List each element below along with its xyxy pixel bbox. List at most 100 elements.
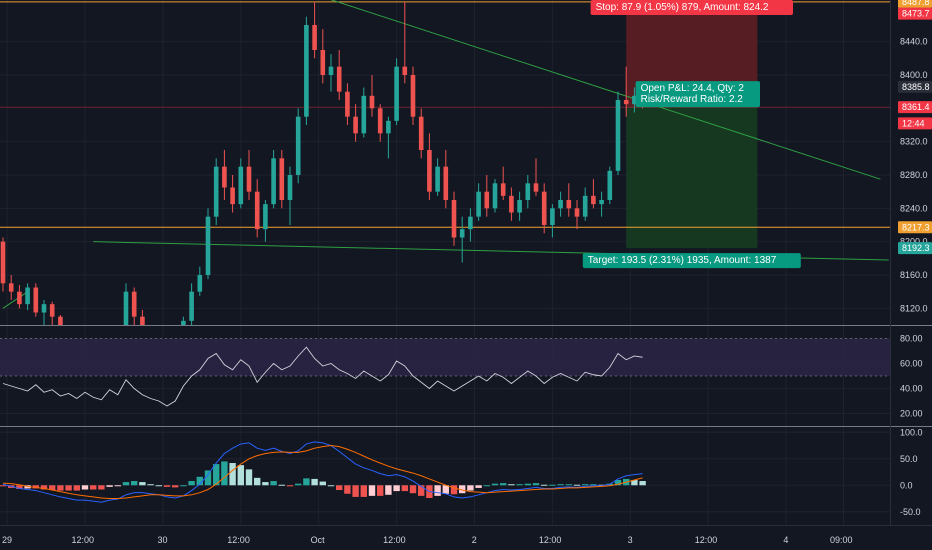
macd-histogram-bar — [57, 485, 64, 491]
macd-histogram-bar — [221, 461, 228, 486]
price-tag-label: 8385.8 — [902, 82, 930, 92]
candle-body — [623, 100, 629, 105]
candle-body — [25, 287, 30, 305]
candle-body — [402, 66, 408, 75]
macd-histogram-bar — [65, 485, 72, 491]
price-tag-bg — [898, 101, 932, 114]
candle-body — [312, 25, 317, 50]
price-tag-label: 8487.8 — [902, 0, 930, 7]
candle-body — [320, 50, 326, 75]
macd-histogram-bar — [450, 485, 458, 495]
macd-histogram-bar — [491, 483, 499, 486]
trendline-top[interactable] — [306, 0, 881, 180]
macd-histogram-bar — [254, 477, 261, 486]
candle-body — [574, 208, 580, 217]
position-labels[interactable]: Stop: 87.9 (1.05%) 879, Amount: 824.2 Ope… — [582, 0, 801, 269]
candle-body — [222, 166, 227, 188]
price-tag-label: 8473.7 — [902, 9, 930, 19]
candle-body — [345, 91, 350, 117]
candle-body — [8, 283, 14, 292]
macd-histogram-bar — [524, 483, 531, 486]
stop-label-text: Stop: 87.9 (1.05%) 879, Amount: 824.2 — [596, 2, 769, 13]
candle-body — [582, 195, 588, 217]
macd-histogram-bar — [434, 485, 441, 496]
candle-body — [0, 241, 6, 284]
macd-line — [2, 441, 643, 503]
macd-histogram-bar — [24, 485, 31, 489]
macd-histogram-bar — [0, 485, 7, 487]
candle-body — [394, 66, 399, 121]
candle-body — [58, 316, 63, 325]
candle-body — [17, 291, 22, 305]
candle-body — [509, 195, 514, 213]
stop-label-bg[interactable] — [590, 0, 793, 15]
candle-body — [517, 200, 522, 213]
macd-histogram-bar — [90, 485, 97, 490]
macd-histogram-bar — [311, 478, 318, 486]
macd-histogram-bar — [278, 484, 285, 486]
candle-body — [271, 158, 276, 205]
target-label-text: Target: 193.5 (2.31%) 1935, Amount: 1387 — [588, 255, 777, 266]
macd-histogram-bar — [40, 485, 48, 490]
candle-body — [279, 158, 285, 200]
macd-histogram-bar — [81, 485, 89, 490]
macd-histogram-bar — [237, 465, 244, 486]
candle-body — [123, 291, 129, 325]
pane-separators[interactable] — [0, 0, 932, 526]
macd-histogram-bar — [598, 484, 605, 486]
macd-histogram-bar — [377, 485, 384, 496]
macd-histogram-bar — [500, 483, 507, 486]
candle-body — [500, 183, 506, 196]
macd-histogram-bar — [303, 478, 310, 486]
trendline-left[interactable] — [2, 291, 28, 309]
candles — [0, 1, 645, 325]
time-tick-label: 09:00 — [830, 535, 853, 545]
pnl-label-bg[interactable] — [635, 81, 760, 108]
macd-histogram-bar — [147, 484, 154, 486]
rsi-band — [0, 338, 890, 377]
price-tick-label: 8200.0 — [900, 237, 928, 247]
macd-histogram-bar — [155, 485, 162, 487]
macd-histogram-bar — [590, 484, 597, 486]
macd-histogram-bar — [459, 485, 466, 494]
macd-histogram-bar — [16, 485, 23, 489]
candle-body — [533, 183, 539, 192]
macd-histogram-bar — [73, 485, 80, 491]
price-tag-label: 12:44 — [902, 118, 925, 128]
time-tick-label: 30 — [158, 535, 168, 545]
macd-histogram-bar — [541, 484, 548, 486]
candle-body — [205, 216, 211, 275]
macd-histogram-bar — [467, 485, 474, 491]
macd-histogram-bar — [32, 485, 39, 489]
price-axis[interactable]: 8120.0 8160.0 8200.0 8240.0 8280.0 8320.0 8400… — [898, 0, 932, 517]
macd-tick-label: 100.0 — [900, 427, 923, 437]
time-tick-label: Oct — [311, 535, 326, 545]
macd-histogram-bar — [401, 485, 408, 492]
candle-body — [599, 200, 604, 205]
macd-histogram-bar — [139, 482, 146, 486]
candle-body — [427, 150, 432, 192]
candle-body — [591, 195, 596, 205]
macd-histogram-bar — [204, 470, 212, 486]
macd-histogram-bar — [319, 481, 326, 486]
macd-histogram-bar — [180, 485, 187, 487]
macd-histogram-bar — [557, 484, 564, 486]
candle-body — [459, 229, 465, 238]
target-label-bg[interactable] — [582, 253, 801, 269]
time-tick-label: 3 — [628, 535, 633, 545]
time-axis[interactable]: 29 12:00 30 12:00 Oct 12:00 2 12:00 3 12:00 4 09:00 — [2, 535, 853, 545]
macd-histogram-bar — [172, 485, 179, 488]
candle-body — [33, 287, 39, 313]
macd-histogram-bar — [163, 485, 171, 487]
rsi-pane — [2, 346, 643, 407]
macd-histogram-bar — [49, 485, 56, 491]
macd-histogram-bar — [262, 482, 269, 486]
pnl-label-text: Open P&L: 24.4, Qty: 2 — [641, 83, 745, 94]
price-tag-bg — [898, 242, 932, 255]
macd-histogram-bar — [483, 485, 490, 487]
price-tag-bg — [898, 0, 932, 8]
candle-body — [632, 95, 637, 105]
macd-histogram-bar — [196, 476, 203, 486]
macd-pane — [0, 441, 646, 503]
